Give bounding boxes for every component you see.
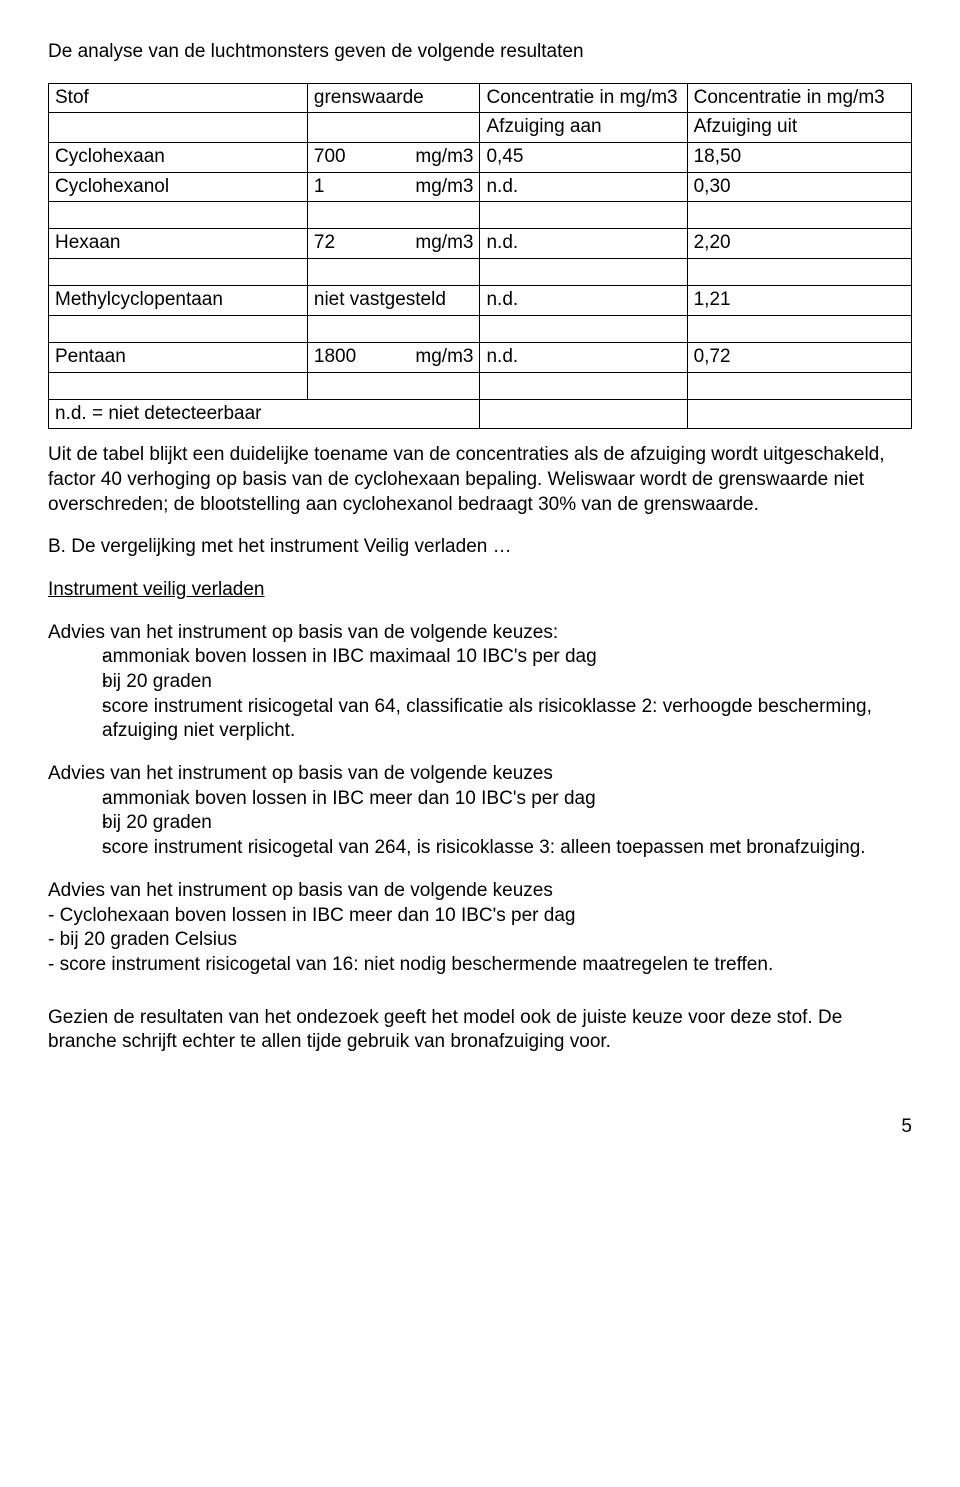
table-cell-name: Methylcyclopentaan [49,286,308,316]
table-cell-limit: 1800mg/m3 [307,342,480,372]
intro-text: De analyse van de luchtmonsters geven de… [48,40,912,65]
bullet-item: -ammoniak boven lossen in IBC meer dan 1… [48,787,912,812]
advice-block-1: Advies van het instrument op basis van d… [48,621,912,744]
bullet-item: -score instrument risicogetal van 264, i… [48,836,912,861]
section-b-title: B. De vergelijking met het instrument Ve… [48,535,912,560]
table-cell-c1: 0,45 [480,143,687,173]
bullet-dash: - [48,670,102,695]
th-substance: Stof [49,83,308,113]
bullet-dash: - [48,836,102,861]
table-cell-name: Hexaan [49,229,308,259]
table-cell-c2: 0,30 [687,172,911,202]
table-blank [687,399,911,429]
table-spacer [49,372,308,399]
advice-intro: Advies van het instrument op basis van d… [48,762,912,787]
table-cell-name: Cyclohexanol [49,172,308,202]
bullet-text: ammoniak boven lossen in IBC maximaal 10… [102,645,912,670]
bullet-text: ammoniak boven lossen in IBC meer dan 10… [102,787,912,812]
table-cell-c1: n.d. [480,342,687,372]
bullet-text: score instrument risicogetal van 264, is… [102,836,912,861]
bullet-dash: - [48,787,102,812]
th-blank [307,113,480,143]
table-cell-c2: 0,72 [687,342,911,372]
table-cell-c1: n.d. [480,229,687,259]
advice-line: - Cyclohexaan boven lossen in IBC meer d… [48,904,912,929]
th-conc-in2: Concentratie in mg/m3 [687,83,911,113]
advice-block-3: Advies van het instrument op basis van d… [48,879,912,978]
bullet-dash: - [48,811,102,836]
bullet-dash: - [48,695,102,744]
instrument-heading: Instrument veilig verladen [48,578,912,603]
advice-block-2: Advies van het instrument op basis van d… [48,762,912,861]
table-cell-limit: 72mg/m3 [307,229,480,259]
advice-intro: Advies van het instrument op basis van d… [48,879,912,904]
bullet-dash: - [48,645,102,670]
th-blank [49,113,308,143]
table-cell-limit: 1mg/m3 [307,172,480,202]
results-table: StofgrenswaardeConcentratie in mg/m3Conc… [48,83,912,430]
table-spacer [49,259,308,286]
bullet-text: score instrument risicogetal van 64, cla… [102,695,912,744]
table-cell-name: Cyclohexaan [49,143,308,173]
advice-line: - score instrument risicogetal van 16: n… [48,953,912,978]
bullet-item: -ammoniak boven lossen in IBC maximaal 1… [48,645,912,670]
table-footnote: n.d. = niet detecteerbaar [49,399,480,429]
bullet-item: -bij 20 graden [48,811,912,836]
table-explanation: Uit de tabel blijkt een duidelijke toena… [48,443,912,517]
advice-intro: Advies van het instrument op basis van d… [48,621,912,646]
table-cell-limit: 700mg/m3 [307,143,480,173]
th-limit: grenswaarde [307,83,480,113]
th-suction-on: Afzuiging aan [480,113,687,143]
table-blank [480,399,687,429]
table-cell-name: Pentaan [49,342,308,372]
bullet-item: -score instrument risicogetal van 64, cl… [48,695,912,744]
bullet-text: bij 20 graden [102,670,912,695]
table-cell-c1: n.d. [480,172,687,202]
advice-line: - bij 20 graden Celsius [48,928,912,953]
conclusion-text: Gezien de resultaten van het ondezoek ge… [48,1006,912,1055]
bullet-text: bij 20 graden [102,811,912,836]
bullet-item: -bij 20 graden [48,670,912,695]
table-cell-limit: niet vastgesteld [307,286,480,316]
table-cell-c1: n.d. [480,286,687,316]
table-cell-c2: 1,21 [687,286,911,316]
table-cell-c2: 2,20 [687,229,911,259]
table-spacer [49,202,308,229]
table-cell-c2: 18,50 [687,143,911,173]
th-suction-off: Afzuiging uit [687,113,911,143]
page-number: 5 [48,1115,912,1140]
table-spacer [49,315,308,342]
th-conc-in: Concentratie in mg/m3 [480,83,687,113]
